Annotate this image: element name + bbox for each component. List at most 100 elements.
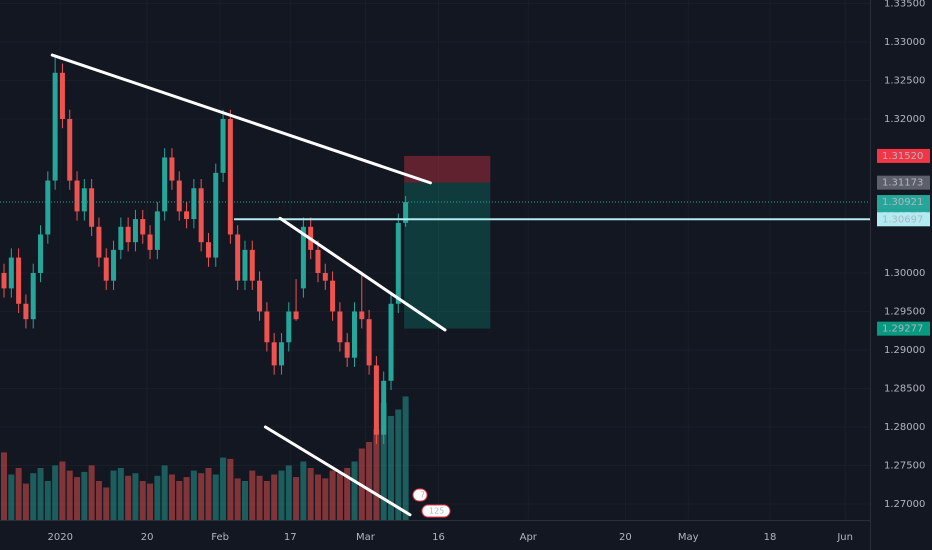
price-label: 1.30921 <box>882 197 923 208</box>
x-tick-label: Feb <box>211 532 229 543</box>
volume-bar <box>44 481 51 520</box>
price-label: 1.30697 <box>882 214 923 225</box>
volume-bar <box>380 403 387 520</box>
volume-bar <box>52 465 59 520</box>
candle-body <box>52 72 58 181</box>
volume-bar <box>366 442 373 520</box>
price-label: 1.29277 <box>882 324 923 335</box>
y-tick-label: 1.32500 <box>884 75 925 86</box>
candle-body <box>8 257 14 289</box>
candle-body <box>315 249 321 273</box>
volume-bar <box>220 457 227 520</box>
volume-bar <box>22 483 29 520</box>
candle-body <box>257 280 263 312</box>
volume-bar <box>161 465 168 520</box>
candle-body <box>147 234 153 250</box>
price-label: 1.31520 <box>882 151 923 162</box>
volume-bar <box>81 471 88 520</box>
volume-bar <box>263 481 270 520</box>
x-tick-label: Apr <box>520 532 538 543</box>
volume-bar <box>95 481 102 520</box>
candle-body <box>271 342 277 366</box>
candle-body <box>242 249 248 281</box>
volume-bar <box>205 468 212 520</box>
candle-body <box>169 157 175 181</box>
candle-body <box>132 219 138 243</box>
volume-bar <box>395 409 402 520</box>
candle-body <box>59 72 65 119</box>
volume-bar <box>15 468 22 520</box>
y-tick-label: 1.29500 <box>884 306 925 317</box>
y-tick-label: 1.32000 <box>884 114 925 125</box>
price-label-bg <box>877 175 930 190</box>
trend-line <box>50 53 432 185</box>
volume-bar <box>110 470 117 520</box>
candle-body <box>278 342 284 366</box>
volume-bar <box>300 461 307 520</box>
volume-bar <box>249 470 256 520</box>
volume-bar <box>278 470 285 520</box>
candle-body <box>395 222 401 304</box>
candle-body <box>96 226 102 258</box>
candle-body <box>249 249 255 281</box>
candle-body <box>89 188 95 227</box>
candle-body <box>23 303 29 320</box>
volume-bar <box>212 474 219 520</box>
candle-body <box>154 211 160 250</box>
price-label-bg <box>877 212 930 227</box>
candle-body <box>213 172 219 258</box>
candle-body <box>293 311 299 320</box>
x-tick-label: Jun <box>836 532 853 543</box>
candle-body <box>198 188 204 243</box>
candle-body <box>322 272 328 281</box>
x-tick-label: Mar <box>356 532 376 543</box>
volume-bar <box>168 474 175 520</box>
volume-bar <box>66 470 73 520</box>
target-zone <box>404 182 491 329</box>
candle-body <box>103 257 109 281</box>
x-tick-label: 17 <box>284 532 297 543</box>
volume-bar <box>241 481 248 520</box>
volume-bar <box>74 477 81 520</box>
candle-body <box>1 272 7 289</box>
candle-body <box>381 380 387 435</box>
volume-bar <box>183 477 190 520</box>
y-tick-label: 1.30000 <box>884 268 925 279</box>
event-badge-bg <box>412 488 428 502</box>
x-tick-label: 16 <box>432 532 445 543</box>
y-tick-label: 1.27000 <box>884 499 925 510</box>
volume-bar <box>227 458 234 520</box>
candle-body <box>74 180 80 212</box>
price-label: 1.31173 <box>882 178 923 189</box>
volume-bar <box>285 465 292 520</box>
candle-body <box>45 180 51 235</box>
candle-body <box>67 118 73 181</box>
candle-body <box>140 219 146 235</box>
volume-bar <box>103 487 110 520</box>
volume-bar <box>88 465 95 520</box>
y-tick-label: 1.33000 <box>884 37 925 48</box>
candle-body <box>330 280 336 312</box>
volume-bar <box>322 478 329 520</box>
x-tick-label: 20 <box>141 532 154 543</box>
candle-body <box>235 234 241 281</box>
volume-bar <box>198 473 205 520</box>
volume-bar <box>176 481 183 520</box>
volume-bar <box>256 475 263 520</box>
candle-body <box>286 311 292 343</box>
candle-body <box>359 311 365 320</box>
volume-bar <box>139 481 146 520</box>
volume-bar <box>329 470 336 520</box>
volume-bar <box>271 474 278 520</box>
volume-bar <box>373 429 380 520</box>
volume-bar <box>336 473 343 520</box>
volume-bar <box>30 473 37 520</box>
candle-body <box>388 303 394 381</box>
volume-bar <box>234 478 241 520</box>
x-tick-label: 20 <box>619 532 632 543</box>
volume-bar <box>117 468 124 520</box>
volume-bar <box>351 461 358 520</box>
candle-body <box>191 188 197 220</box>
x-tick-label: May <box>678 532 699 543</box>
